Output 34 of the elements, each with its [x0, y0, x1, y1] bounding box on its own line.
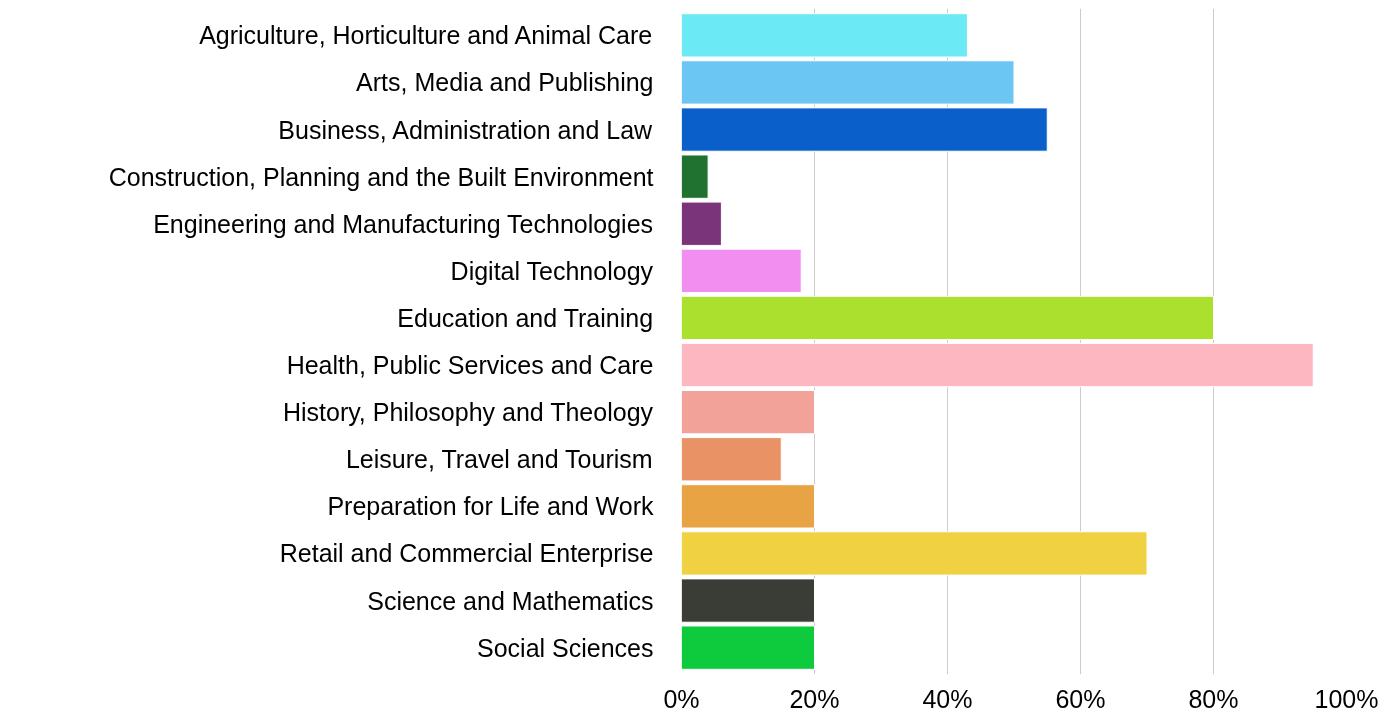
y-tick-label: Construction, Planning and the Built Environment: [108, 162, 654, 191]
y-tick-label: Arts, Media and Publishing: [356, 68, 654, 97]
x-tick-label: 100%: [1314, 684, 1379, 713]
bar: [681, 13, 968, 58]
y-tick-label: Science and Mathematics: [367, 586, 654, 615]
bar: [681, 625, 815, 670]
y-tick-label: Social Sciences: [477, 633, 654, 662]
bar: [681, 248, 802, 294]
x-tick-label: 80%: [1188, 684, 1239, 713]
y-tick-label: Engineering and Manufacturing Technologies: [153, 209, 654, 238]
y-tick-label: Business, Administration and Law: [278, 115, 654, 144]
bar: [681, 107, 1048, 152]
bar: [681, 154, 709, 199]
bar: [681, 389, 815, 435]
x-tick-label: 60%: [1055, 684, 1106, 713]
y-tick-label: Digital Technology: [450, 256, 654, 285]
bar: [681, 531, 1148, 576]
bar: [681, 201, 722, 246]
y-tick-label: Agriculture, Horticulture and Animal Care: [199, 21, 653, 50]
y-tick-label: Leisure, Travel and Tourism: [345, 445, 653, 474]
y-tick-label: Health, Public Services and Care: [286, 351, 654, 380]
y-tick-label: Education and Training: [397, 303, 654, 332]
x-tick-label: 20%: [789, 684, 840, 713]
bar: [681, 342, 1314, 388]
y-tick-label: History, Philosophy and Theology: [282, 398, 654, 427]
bar: [681, 295, 1214, 341]
x-tick-label: 0%: [663, 684, 700, 713]
y-tick-label: Retail and Commercial Enterprise: [279, 539, 654, 568]
bar: [681, 578, 815, 623]
bar: [681, 484, 815, 529]
bar: [681, 60, 1015, 105]
y-tick-label: Preparation for Life and Work: [327, 492, 654, 521]
x-tick-label: 40%: [922, 684, 973, 713]
bar: [681, 437, 782, 482]
